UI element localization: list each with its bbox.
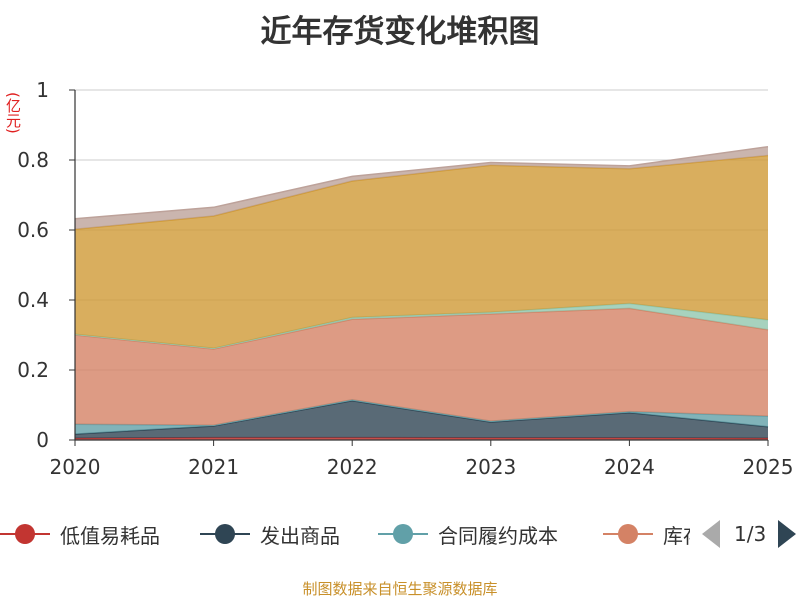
y-tick-label: 0.6 (17, 218, 49, 242)
x-tick-label: 2022 (327, 455, 378, 479)
y-tick-label: 0.2 (17, 358, 49, 382)
legend-item-goods-shipped[interactable]: 发出商品 (200, 520, 340, 548)
x-tick-label: 2025 (743, 455, 794, 479)
y-axis-unit-label: (亿元) (4, 92, 22, 134)
y-tick-label: 1 (36, 78, 49, 102)
y-tick-label: 0.8 (17, 148, 49, 172)
x-tick-label: 2024 (604, 455, 655, 479)
x-tick-label: 2020 (50, 455, 101, 479)
legend-dot (15, 524, 35, 544)
area-series (75, 400, 768, 439)
series-line (74, 145, 769, 220)
legend-next-page-icon[interactable] (778, 520, 797, 548)
legend-page-indicator: 1/3 (734, 522, 767, 546)
legend-pager: 1/3 (700, 520, 797, 548)
legend-label: 库存商品 (663, 523, 690, 548)
legend-marker (378, 520, 428, 548)
legend-items: 低值易耗品 发出商品 合同履约成本 库存商品 (0, 516, 690, 552)
legend-prev-page-icon[interactable] (702, 520, 720, 548)
y-tick-label: 0 (36, 428, 49, 452)
legend-label: 低值易耗品 (60, 523, 160, 548)
legend-marker (200, 520, 250, 548)
chart-title: 近年存货变化堆积图 (260, 14, 540, 50)
data-source-note: 制图数据来自恒生聚源数据库 (302, 580, 498, 598)
area-series (75, 155, 768, 349)
legend-marker (0, 520, 50, 548)
y-tick-label: 0.4 (17, 288, 49, 312)
legend: 低值易耗品 发出商品 合同履约成本 库存商品 1/3 (0, 516, 800, 552)
x-tick-label: 2021 (188, 455, 239, 479)
legend-dot (618, 524, 638, 544)
legend-dot (215, 524, 235, 544)
legend-item-low-value-consumables[interactable]: 低值易耗品 (0, 520, 160, 548)
legend-label: 发出商品 (260, 523, 340, 548)
legend-dot (393, 524, 413, 544)
legend-item-contract-costs[interactable]: 合同履约成本 (378, 520, 558, 548)
x-tick-label: 2023 (465, 455, 516, 479)
legend-label: 合同履约成本 (438, 523, 558, 548)
area-series (75, 308, 768, 426)
legend-item-inventory-goods[interactable]: 库存商品 (603, 520, 690, 548)
legend-marker (603, 520, 653, 548)
area-series (75, 146, 768, 230)
